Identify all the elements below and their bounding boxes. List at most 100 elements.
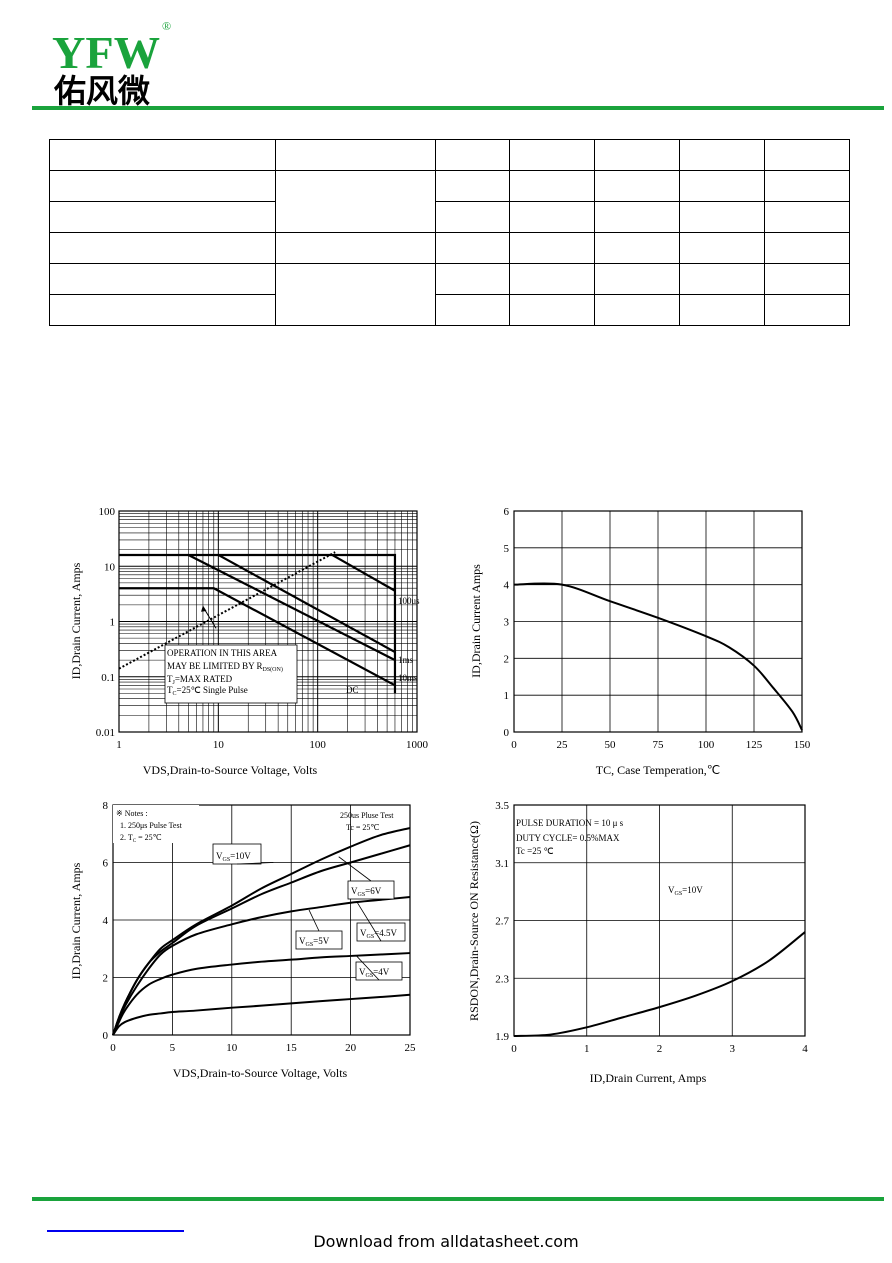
- output-series-label-leader: [338, 856, 372, 882]
- rdson-x-tick-label: 2: [657, 1043, 663, 1055]
- derating-x-tick-label: 75: [653, 739, 665, 751]
- download-text: Download from alldatasheet.com: [313, 1232, 579, 1251]
- derating-curve: [513, 582, 803, 731]
- derating-x-tick-label: 150: [794, 739, 811, 751]
- soa-curve-1ms: [217, 554, 396, 654]
- soa-x-tick-label: 1000: [406, 739, 429, 751]
- table-row: [48, 263, 851, 326]
- spec-table: [48, 139, 851, 326]
- rdson-x-tick-label: 4: [802, 1043, 808, 1055]
- soa-curve-10ms: [187, 553, 396, 662]
- output-test-line1: 250us Pluse Test: [340, 811, 394, 820]
- table-row: [48, 139, 851, 171]
- derating-y-tick-label: 3: [504, 617, 510, 629]
- table-row: [48, 294, 851, 326]
- output-test-line2: Tc = 25℃: [346, 823, 379, 832]
- output-curve-3: [112, 952, 411, 1036]
- output-series-label: VGS=6V: [351, 886, 382, 898]
- header-rule: [32, 106, 884, 110]
- soa-annotation-arrowhead: [201, 605, 207, 612]
- soa-curve-100us: [331, 554, 396, 592]
- output-notes-1: 1. 250μs Pulse Test: [120, 821, 183, 830]
- logo-latin: YFW: [52, 27, 160, 78]
- rdson-curve: [513, 931, 806, 1037]
- output-series-label-leader: [236, 862, 274, 865]
- soa-x-tick-label: 1: [116, 739, 122, 751]
- derating-chart: 0 25 50 75 100 125 150 0 1 2 3 4 5 6 TC, Case Tempera…: [469, 506, 811, 777]
- output-series-label: VGS=4.5V: [360, 928, 397, 940]
- derating-y-axis-label: ID,Drain Current Amps: [469, 564, 483, 678]
- derating-x-tick-label: 0: [511, 739, 517, 751]
- footer-rule: [32, 1197, 884, 1201]
- output-x-tick-label: 20: [345, 1042, 357, 1054]
- output-curve-2: [112, 896, 411, 1036]
- rdson-notes-2: DUTY CYCLE= 0.5%MAX: [516, 833, 620, 843]
- output-chart: 0 5 10 15 20 25 0 2 4 6 8 ※ Notes : 1. 250μs Pulse…: [69, 800, 417, 1080]
- soa-x-axis-label: VDS,Drain-to-Source Voltage, Volts: [143, 763, 318, 777]
- soa-annotation-box: [164, 644, 298, 704]
- output-series-label: VGS=10V: [216, 851, 251, 863]
- rdson-y-axis-label: RSDON,Drain-Source ON Resistance(Ω): [467, 821, 481, 1021]
- derating-x-tick-label: 25: [557, 739, 569, 751]
- soa-rdson-limit: [118, 551, 336, 670]
- output-x-tick-label: 5: [170, 1042, 176, 1054]
- soa-chart: 1 10 100 1000 100 10 1 0.1 0.01 OPERATION IN THI…: [69, 506, 429, 777]
- output-y-tick-label: 6: [103, 858, 109, 870]
- logo-registered-mark: ®: [162, 19, 171, 33]
- output-series-label-leader: [308, 909, 320, 932]
- soa-label-100us: 100us: [398, 596, 420, 606]
- soa-label-1ms: 1ms: [398, 655, 414, 665]
- derating-y-tick-label: 5: [504, 543, 510, 555]
- output-series-label-leader: [356, 901, 382, 942]
- output-notes-2: 2. TC = 25℃: [120, 833, 162, 844]
- output-y-axis-label: ID,Drain Current, Amps: [69, 862, 83, 979]
- output-y-tick-label: 2: [103, 973, 109, 985]
- derating-y-tick-label: 4: [504, 580, 510, 592]
- rdson-x-tick-label: 0: [511, 1043, 517, 1055]
- derating-y-tick-label: 0: [504, 727, 510, 739]
- derating-y-tick-label: 6: [504, 506, 510, 518]
- output-x-tick-label: 10: [226, 1042, 238, 1054]
- output-series-label: VGS=5V: [299, 936, 330, 948]
- output-y-tick-label: 4: [103, 915, 109, 927]
- logo-chinese: 佑风微: [53, 73, 150, 108]
- derating-y-tick-label: 2: [504, 653, 510, 665]
- soa-x-tick-label: 10: [213, 739, 225, 751]
- derating-y-tick-label: 1: [504, 690, 510, 702]
- table-row: [48, 232, 851, 264]
- output-notes-title: ※ Notes :: [116, 809, 148, 818]
- output-x-tick-label: 25: [405, 1042, 417, 1054]
- soa-annotation-line2: MAY BE LIMITED BY RDS(ON): [167, 661, 283, 673]
- soa-label-dc: DC: [346, 685, 359, 695]
- footer-link[interactable]: [47, 1230, 184, 1232]
- table-row: [48, 201, 851, 233]
- soa-y-tick-label: 1: [110, 617, 116, 629]
- output-x-tick-label: 15: [286, 1042, 298, 1054]
- rdson-vgs-label: VGS=10V: [668, 885, 703, 897]
- output-series-label-leader: [356, 955, 380, 981]
- derating-x-tick-label: 125: [746, 739, 763, 751]
- rdson-notes-3: Tc =25 ℃: [516, 846, 554, 856]
- soa-annotation-line4: TC=25℃ Single Pulse: [167, 685, 248, 697]
- soa-y-tick-label: 10: [104, 561, 116, 573]
- rdson-y-tick-label: 2.7: [495, 916, 509, 928]
- soa-annotation-arrow: [203, 608, 217, 629]
- rdson-x-axis-label: ID,Drain Current, Amps: [590, 1071, 707, 1085]
- output-y-tick-label: 0: [103, 1030, 109, 1042]
- rdson-x-tick-label: 3: [730, 1043, 736, 1055]
- soa-annotation-line3: TJ=MAX RATED: [167, 674, 233, 686]
- derating-x-tick-label: 100: [698, 739, 715, 751]
- soa-x-tick-label: 100: [309, 739, 326, 751]
- rdson-chart: 0 1 2 3 4 1.9 2.3 2.7 3.1 3.5 PULSE DURATION = 10…: [467, 800, 808, 1085]
- soa-y-tick-label: 0.01: [96, 727, 115, 739]
- rdson-x-tick-label: 1: [584, 1043, 590, 1055]
- derating-x-axis-label: TC, Case Temperation,℃: [596, 763, 720, 777]
- rdson-y-tick-label: 2.3: [495, 973, 509, 985]
- soa-y-tick-label: 0.1: [101, 672, 115, 684]
- soa-curve-dc: [119, 587, 396, 687]
- output-curve-1: [112, 844, 411, 1036]
- output-series-label: VGS=4V: [359, 967, 390, 979]
- rdson-y-tick-label: 1.9: [495, 1031, 509, 1043]
- output-x-tick-label: 0: [110, 1042, 116, 1054]
- soa-label-10ms: 10ms: [398, 673, 418, 683]
